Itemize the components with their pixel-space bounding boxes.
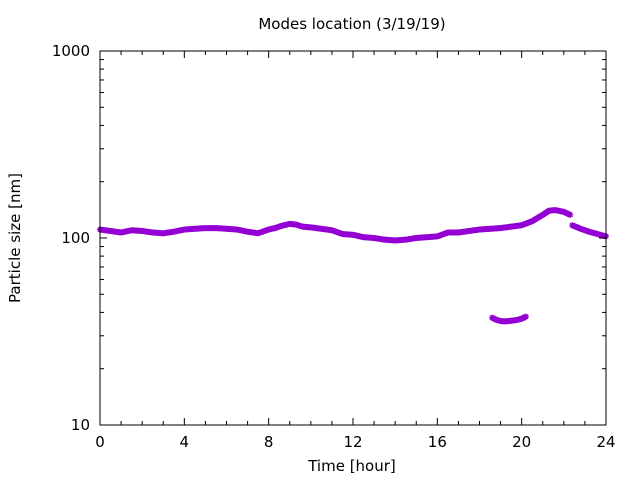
- data-point: [522, 313, 529, 320]
- x-tick-label: 16: [428, 433, 447, 451]
- x-tick-label: 24: [596, 433, 615, 451]
- series-layer: [97, 207, 609, 325]
- x-axis-label: Time [hour]: [307, 457, 396, 475]
- x-tick-label: 8: [264, 433, 274, 451]
- y-tick-label: 10: [71, 416, 90, 434]
- data-point: [567, 211, 574, 218]
- chart-title: Modes location (3/19/19): [258, 15, 445, 33]
- x-tick-label: 12: [343, 433, 362, 451]
- y-tick-label: 1000: [52, 42, 90, 60]
- x-tick-label: 4: [180, 433, 190, 451]
- axes-layer: 0 4 8 12 16 20 24 10 100 1000: [52, 42, 616, 451]
- y-axis-label: Particle size [nm]: [6, 173, 24, 303]
- plot-frame: [99, 50, 607, 426]
- x-tick-label: 0: [95, 433, 105, 451]
- y-tick-label: 100: [61, 229, 90, 247]
- x-tick-label: 20: [512, 433, 531, 451]
